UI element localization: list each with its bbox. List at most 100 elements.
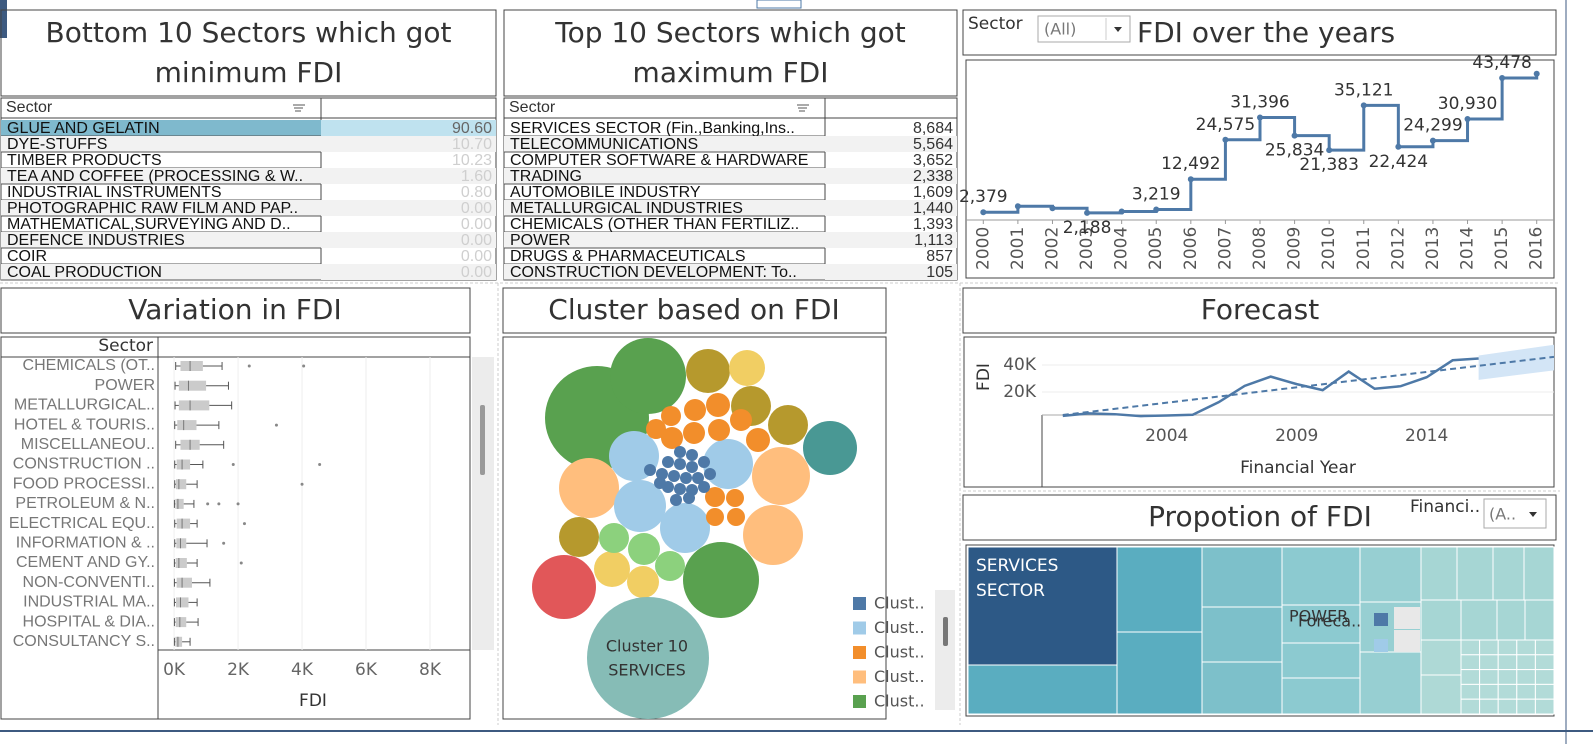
bubble: [683, 492, 695, 504]
title-box: [0, 287, 471, 334]
box: [176, 459, 191, 470]
top-handle[interactable]: [756, 0, 802, 9]
sector-name: MATHEMATICAL,SURVEYING AND D..: [7, 216, 291, 233]
treemap-cell: [1534, 698, 1555, 715]
data-label: 12,492: [1161, 154, 1220, 174]
x-tick-label: 2001: [1008, 227, 1028, 270]
box: [175, 558, 187, 568]
point: [1360, 102, 1367, 109]
treemap-cell: [1534, 669, 1555, 685]
box: [176, 518, 191, 529]
bubble: [674, 483, 686, 495]
point: [1084, 209, 1091, 216]
data-label: 2,188: [1063, 218, 1112, 238]
column-header: Sector: [98, 336, 153, 356]
sector-value: 90.60: [452, 120, 492, 137]
chart-title: Forecast: [1201, 293, 1320, 326]
dropdown-arrow[interactable]: [1114, 27, 1122, 32]
scroll-thumb[interactable]: [480, 405, 485, 475]
point: [1326, 147, 1333, 154]
bubble: [587, 597, 709, 719]
bubble: [660, 503, 710, 553]
bubble: [674, 458, 686, 470]
outlier: [206, 502, 210, 506]
plot-box: [963, 336, 1555, 488]
bubble: [628, 533, 660, 565]
treemap-cell: [1359, 651, 1422, 715]
filter-value[interactable]: (A..: [1489, 505, 1516, 524]
category-label: NON-CONVENTI..: [23, 574, 155, 591]
filter-value[interactable]: (All): [1044, 20, 1076, 39]
x-tick-label: 2000: [973, 227, 993, 270]
treemap-cell: [1460, 654, 1481, 671]
sector-name: COAL PRODUCTION: [7, 264, 162, 281]
sector-value: 10.23: [452, 152, 492, 169]
point: [1049, 205, 1056, 212]
column-header: Sector: [509, 99, 556, 116]
bubble: [708, 419, 730, 441]
point: [1464, 116, 1471, 123]
treemap-cell: [967, 664, 1118, 715]
legend-label: Clust..: [874, 667, 925, 686]
dropdown-arrow[interactable]: [1529, 512, 1537, 517]
sector-value: 8,684: [913, 120, 953, 137]
sector-value: 0.80: [461, 184, 492, 201]
bubble: [727, 508, 745, 526]
row-band: [504, 264, 957, 280]
box: [175, 498, 184, 509]
legend-swatch: [853, 597, 866, 610]
category-label: CONSTRUCTION ..: [13, 456, 155, 473]
point: [1395, 143, 1402, 150]
point: [1533, 70, 1540, 77]
sector-value: 10.70: [452, 136, 492, 153]
row-band: [504, 200, 957, 216]
point: [1153, 206, 1160, 213]
point: [1429, 137, 1436, 144]
x-tick-label: 2013: [1423, 227, 1443, 270]
sector-name: DRUGS & PHARMACEUTICALS: [510, 248, 746, 265]
title-box: [0, 9, 497, 97]
x-tick-label: 2014: [1405, 426, 1448, 446]
bubble: [654, 477, 666, 489]
sector-name: METALLURGICAL INDUSTRIES: [510, 200, 743, 217]
treemap-cell: [1201, 606, 1283, 663]
category-label: INFORMATION & ..: [16, 535, 155, 552]
sector-name: INDUSTRIAL INSTRUMENTS: [7, 184, 222, 201]
legend-label: Clust..: [874, 643, 925, 662]
category-label: ELECTRICAL EQU..: [9, 515, 155, 532]
sector-name: POWER: [510, 232, 570, 249]
x-tick-label: 2014: [1458, 227, 1478, 270]
outlier: [217, 502, 221, 506]
outlier: [274, 423, 278, 427]
plot-box: [965, 59, 1555, 279]
treemap-cell: [1479, 683, 1499, 700]
outlier: [318, 463, 322, 466]
data-label: 3,219: [1132, 184, 1181, 204]
x-tick-label: 6K: [355, 660, 378, 680]
category-label: MISCELLANEOU..: [21, 436, 155, 453]
x-tick-label: 2004: [1112, 227, 1132, 270]
scrollbar[interactable]: [935, 590, 955, 710]
bubble: [559, 458, 619, 518]
x-tick-label: 2K: [227, 660, 250, 680]
bubble: [698, 456, 710, 468]
sector-value: 0.00: [461, 216, 492, 233]
treemap-cell: [1116, 631, 1203, 715]
point: [1118, 208, 1125, 215]
sector-name: TIMBER PRODUCTS: [7, 152, 162, 169]
scroll-thumb[interactable]: [943, 617, 948, 646]
dropdown[interactable]: [1037, 15, 1131, 43]
bubble-label: Cluster 10: [606, 637, 688, 656]
bubble: [610, 338, 686, 414]
side-tab[interactable]: [0, 0, 7, 38]
sector-value: 1,113: [914, 232, 953, 249]
treemap-cell: [1281, 604, 1361, 644]
scrollbar[interactable]: [472, 357, 494, 650]
x-tick-label: 2016: [1527, 227, 1547, 270]
point: [1257, 114, 1263, 121]
data-label: 24,575: [1196, 115, 1255, 135]
x-tick-label: 2009: [1285, 227, 1305, 270]
x-axis-label: Financial Year: [1240, 458, 1356, 478]
bubble: [730, 409, 752, 431]
sector-value: 5,564: [913, 136, 953, 153]
